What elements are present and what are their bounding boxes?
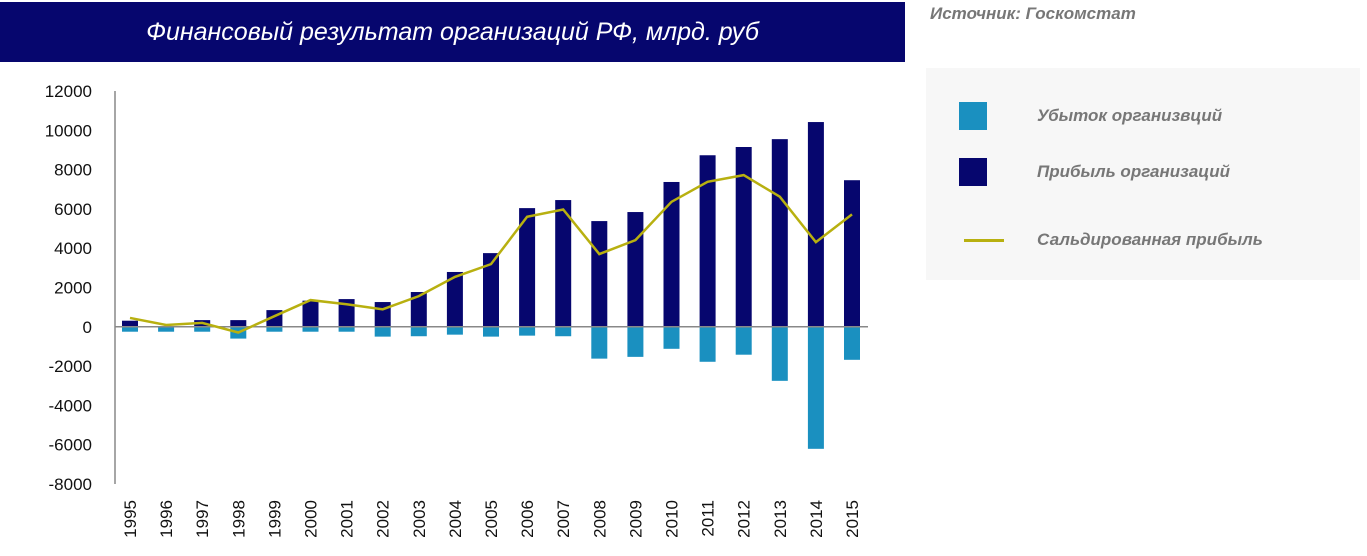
loss-bar (194, 326, 211, 332)
source-note: Источник: Госкомстат (930, 4, 1136, 23)
legend-label-loss: Убыток организвций (1037, 106, 1223, 125)
chart-title: Финансовый результат организаций РФ, млр… (0, 2, 905, 62)
loss-bar (699, 326, 716, 362)
loss-bar (807, 326, 824, 449)
loss-bar (302, 326, 319, 332)
legend: Убыток организвций Прибыль организаций С… (926, 68, 1360, 280)
x-tick-label: 2015 (843, 500, 862, 538)
loss-bar (591, 326, 608, 359)
loss-bar (446, 326, 463, 335)
profit-bar (735, 147, 752, 327)
loss-bar (338, 326, 355, 332)
profit-bar (374, 302, 391, 327)
loss-bar (771, 326, 788, 381)
x-tick-label: 2000 (302, 500, 321, 538)
legend-line-balance (964, 239, 1004, 242)
loss-bar (410, 326, 427, 337)
loss-bar (483, 326, 499, 337)
y-tick-label: 6000 (54, 200, 92, 219)
y-tick-label: 4000 (54, 239, 92, 258)
loss-bar (627, 326, 644, 357)
profit-bar (555, 200, 572, 327)
loss-bar (735, 326, 752, 355)
profit-bar (807, 122, 824, 327)
x-tick-label: 2010 (663, 500, 682, 538)
legend-item-profit: Прибыль организаций (926, 158, 1360, 188)
x-tick-label: 2002 (374, 500, 393, 538)
y-tick-label: -6000 (49, 436, 92, 455)
x-tick-label: 2008 (590, 500, 609, 538)
profit-bar (699, 155, 716, 327)
x-tick-label: 2004 (446, 500, 465, 538)
y-tick-label: 0 (83, 318, 92, 337)
y-tick-label: -2000 (49, 357, 92, 376)
x-tick-label: 2007 (554, 500, 573, 538)
loss-bar (844, 326, 860, 360)
x-tick-label: 2011 (699, 500, 718, 537)
profit-bar (410, 292, 427, 327)
loss-bar (122, 326, 138, 332)
profit-bar (844, 180, 860, 327)
profit-bar (483, 253, 499, 327)
x-tick-label: 1997 (193, 500, 212, 538)
profit-bar (519, 208, 536, 327)
loss-bar (266, 326, 283, 332)
legend-swatch-loss (959, 102, 987, 130)
loss-bar (158, 326, 175, 332)
x-tick-label: 2013 (771, 500, 790, 538)
profit-bar (627, 212, 644, 327)
profit-bar (302, 300, 319, 327)
legend-swatch-profit (959, 158, 987, 186)
profit-bar (122, 320, 138, 327)
legend-item-balance: Сальдированная прибыль (926, 226, 1360, 256)
loss-bar (374, 326, 391, 337)
x-tick-label: 1999 (265, 500, 284, 538)
x-tick-label: 1995 (121, 500, 140, 538)
loss-bar (555, 326, 572, 337)
x-tick-label: 2009 (626, 500, 645, 538)
profit-bar (771, 139, 788, 327)
loss-bar (519, 326, 536, 336)
x-tick-label: 2003 (410, 500, 429, 538)
x-tick-label: 1998 (229, 500, 248, 538)
x-tick-label: 2012 (735, 500, 754, 538)
x-tick-label: 2006 (518, 500, 537, 538)
x-tick-label: 2001 (338, 500, 357, 538)
legend-item-loss: Убыток организвций (926, 102, 1360, 132)
y-tick-label: 12000 (45, 82, 92, 101)
profit-bar (591, 221, 608, 327)
loss-bar (663, 326, 680, 349)
y-tick-label: -4000 (49, 396, 92, 415)
y-tick-label: 10000 (45, 121, 92, 140)
x-tick-label: 2014 (807, 500, 826, 538)
y-tick-label: 2000 (54, 279, 92, 298)
profit-bar (663, 181, 680, 327)
y-tick-label: 8000 (54, 161, 92, 180)
y-tick-label: -8000 (49, 475, 92, 494)
x-tick-label: 1996 (157, 500, 176, 538)
profit-bar (230, 320, 247, 327)
legend-label-balance: Сальдированная прибыль (1037, 230, 1263, 249)
profit-bar (446, 271, 463, 327)
x-tick-label: 2005 (482, 500, 501, 538)
legend-label-profit: Прибыль организаций (1037, 162, 1231, 181)
